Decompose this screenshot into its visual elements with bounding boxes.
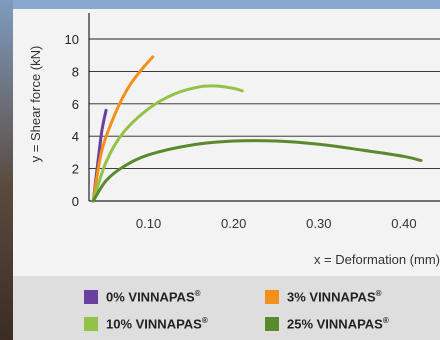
legend-label-3: 3% VINNAPAS — [287, 289, 376, 305]
series-line-10-percent — [91, 84, 244, 203]
y-tick-label-2: 2 — [72, 162, 79, 177]
y-tick-label-4: 4 — [72, 129, 79, 144]
legend-swatch-10 — [84, 317, 98, 331]
shear-force-chart: 0 2 4 6 8 10 0.10 0.20 0.30 0.40 y = Shear force … — [28, 13, 440, 267]
x-tick-label-1: 0.20 — [221, 216, 246, 231]
grid-lines — [89, 38, 440, 202]
y-tick-label-8: 8 — [72, 64, 79, 79]
legend-swatch-25 — [265, 317, 279, 331]
y-tick-label-10: 10 — [65, 32, 79, 47]
legend-label-10: 10% VINNAPAS — [106, 316, 202, 332]
legend-mark-10: ® — [201, 316, 208, 326]
legend-label-25: 25% VINNAPAS — [287, 316, 383, 332]
legend-mark-0: ® — [194, 289, 201, 299]
legend-swatch-0 — [84, 290, 98, 304]
axes: 0 2 4 6 8 10 0.10 0.20 0.30 0.40 — [65, 13, 417, 231]
x-tick-label-3: 0.40 — [391, 216, 416, 231]
legend-item-3: 3% VINNAPAS® — [265, 288, 382, 306]
top-banner-strip — [13, 0, 440, 9]
series-line-25-percent — [91, 139, 423, 203]
y-tick-label-0: 0 — [72, 194, 79, 209]
legend-swatch-3 — [265, 290, 279, 304]
legend-mark-25: ® — [382, 316, 389, 326]
background-photo-edge — [0, 0, 13, 340]
series-line-3-percent — [91, 55, 155, 203]
x-tick-label-2: 0.30 — [306, 216, 331, 231]
legend-mark-3: ® — [375, 289, 382, 299]
y-tick-label-6: 6 — [72, 97, 79, 112]
y-axis-title: y = Shear force (kN) — [28, 46, 43, 163]
legend-item-25: 25% VINNAPAS® — [265, 315, 389, 333]
legend-item-0: 0% VINNAPAS® — [84, 288, 201, 306]
x-axis-title: x = Deformation (mm) — [314, 252, 440, 267]
x-tick-label-0: 0.10 — [136, 216, 161, 231]
legend: 0% VINNAPAS® 3% VINNAPAS® 10% VINNAPAS® … — [13, 276, 440, 340]
series-lines — [91, 55, 423, 203]
legend-item-10: 10% VINNAPAS® — [84, 315, 208, 333]
legend-label-0: 0% VINNAPAS — [106, 289, 195, 305]
